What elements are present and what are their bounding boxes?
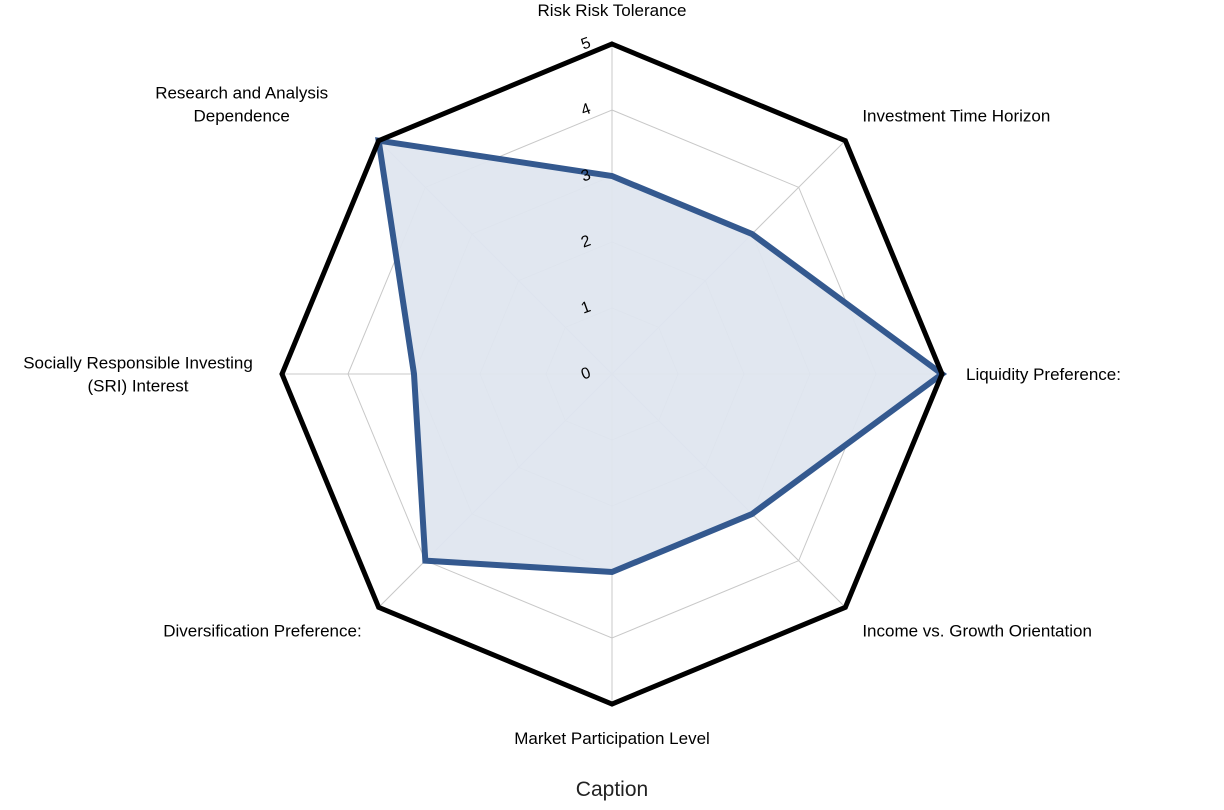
series-layer — [375, 137, 948, 576]
axis-label-7-line-0: Research and Analysis — [155, 84, 328, 103]
axis-label-0-line-0: Risk Risk Tolerance — [538, 1, 687, 20]
tick-label-5: 5 — [579, 34, 593, 53]
axis-label-1-line-0: Investment Time Horizon — [862, 107, 1050, 126]
series-area — [375, 137, 948, 576]
frame-layer — [279, 41, 945, 707]
axis-label-6: Socially Responsible Investing (SRI) Inte… — [23, 354, 253, 396]
outer-frame — [279, 41, 945, 707]
axis-label-5: Diversification Preference: — [163, 621, 361, 640]
axis-label-4: Market Participation Level — [514, 729, 710, 748]
axis-label-3-line-0: Income vs. Growth Orientation — [862, 621, 1092, 640]
chart-caption: Caption — [576, 778, 648, 801]
axis-label-7: Research and Analysis Dependence — [155, 84, 328, 126]
axis-label-3: Income vs. Growth Orientation — [862, 621, 1092, 640]
axis-label-2-line-0: Liquidity Preference: — [966, 365, 1121, 384]
axis-label-6-line-0: Socially Responsible Investing — [23, 354, 253, 373]
axis-label-layer: Risk Risk Tolerance Investment Time Horiz… — [23, 1, 1121, 748]
axis-label-5-line-0: Diversification Preference: — [163, 621, 361, 640]
tick-label-4: 4 — [579, 100, 593, 119]
axis-label-0: Risk Risk Tolerance — [538, 1, 687, 20]
axis-label-4-line-0: Market Participation Level — [514, 729, 710, 748]
axis-label-6-line-1: (SRI) Interest — [87, 377, 188, 396]
axis-label-2: Liquidity Preference: — [966, 365, 1121, 384]
axis-label-1: Investment Time Horizon — [862, 107, 1050, 126]
axis-label-7-line-1: Dependence — [193, 107, 289, 126]
